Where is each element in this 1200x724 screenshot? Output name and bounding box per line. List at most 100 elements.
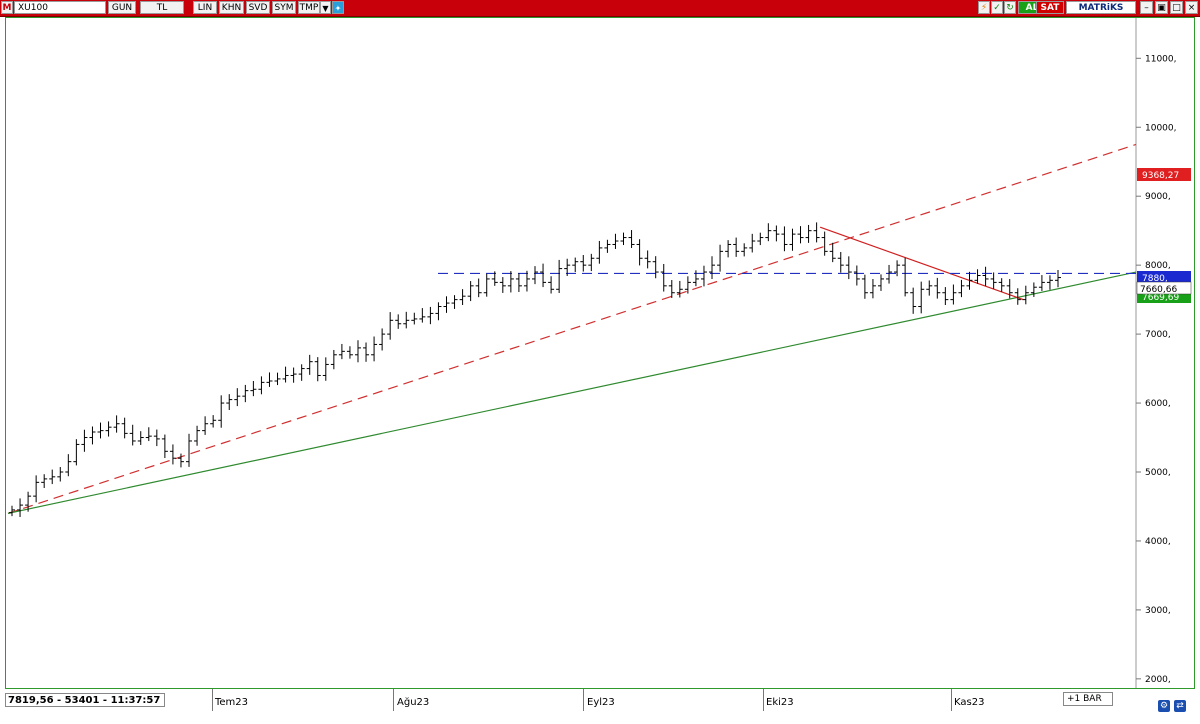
ohlc-bar [459, 289, 466, 306]
ohlc-bar [958, 279, 965, 298]
ohlc-bar [1030, 282, 1037, 297]
ohlc-bar [346, 346, 353, 359]
ohlc-bar [169, 444, 176, 465]
ohlc-bar [443, 296, 450, 313]
ohlc-bar [121, 417, 128, 439]
ohlc-bar [789, 228, 796, 251]
lightning-button[interactable]: ⚡ [978, 1, 990, 14]
x-tick-label: Ağu23 [397, 697, 430, 708]
ohlc-bar [89, 426, 96, 445]
ohlc-bar [194, 425, 201, 446]
price-tags: 9368,27 7669,69 7880, 7660,66 [1136, 168, 1192, 303]
ohlc-bar [934, 277, 941, 299]
twitter-button[interactable]: ✦ [332, 1, 344, 14]
x-tick-mark [951, 689, 952, 711]
ohlc-bar [258, 376, 265, 395]
tmp-button[interactable]: TMP [298, 1, 320, 14]
arrows-icon: ⇄ [1176, 701, 1184, 711]
ohlc-bar [363, 342, 370, 362]
refresh-button[interactable]: ↻ [1004, 1, 1016, 14]
dropdown-button[interactable]: ▼ [320, 1, 331, 14]
ohlc-bar [17, 498, 24, 518]
ohlc-bar [886, 264, 893, 284]
ohlc-bar [491, 271, 498, 286]
check-icon: ✓ [993, 3, 1001, 13]
ohlc-bar [644, 250, 651, 269]
ohlc-bar [1022, 285, 1029, 305]
ohlc-bar [564, 258, 571, 276]
ohlc-bar [499, 277, 506, 293]
period-selector[interactable]: GUN [108, 1, 136, 14]
ohlc-bar [202, 416, 209, 435]
ohlc-bar [338, 343, 345, 360]
close-button[interactable]: × [1185, 1, 1198, 14]
y-tick-label: 6000, [1145, 399, 1171, 409]
ohlc-bar [298, 364, 305, 381]
svd-button[interactable]: SVD [246, 1, 270, 14]
status-bar [0, 689, 1200, 724]
ohlc-bar [387, 312, 394, 340]
ohlc-bar [1038, 275, 1045, 291]
ohlc-bar [556, 259, 563, 294]
ohlc-bar [218, 395, 225, 428]
restore-button[interactable]: ▣ [1155, 1, 1168, 14]
check-button[interactable]: ✓ [991, 1, 1003, 14]
ohlc-bar [781, 226, 788, 252]
ohlc-bar [145, 427, 152, 442]
currency-selector[interactable]: TL [140, 1, 184, 14]
ohlc-bar [475, 278, 482, 298]
ohlc-bar [435, 302, 442, 321]
ohlc-bar [982, 266, 989, 287]
ohlc-bar [918, 281, 925, 314]
ohlc-bar [49, 469, 56, 485]
red-price-tag: 9368,27 [1142, 171, 1179, 181]
lightning-icon: ⚡ [980, 3, 988, 13]
ohlc-bar [1055, 269, 1061, 288]
trendlines [7, 143, 1137, 514]
ohlc-bar [65, 454, 72, 477]
white-price-tag-bg [1136, 281, 1192, 295]
ohlc-bar [797, 226, 804, 244]
ohlc-bar [805, 224, 812, 243]
ohlc-bar [177, 453, 184, 468]
ohlc-bar [1006, 279, 1013, 299]
y-tick-label: 4000, [1145, 537, 1171, 547]
ohlc-bar [186, 433, 193, 467]
ohlc-bar [153, 429, 160, 447]
ohlc-bar [330, 349, 337, 370]
ohlc-bar [910, 287, 917, 314]
ohlc-bar [773, 225, 780, 242]
white-price-tag: 7660,66 [1140, 285, 1177, 295]
khn-button[interactable]: KHN [219, 1, 244, 14]
logo-button[interactable]: M [1, 1, 13, 14]
sell-button[interactable]: SAT [1036, 1, 1064, 14]
symbol-input[interactable]: XU100 [14, 1, 106, 14]
ohlc-bar [950, 284, 957, 305]
minimize-button[interactable]: – [1140, 1, 1153, 14]
ohlc-bar [548, 276, 555, 294]
ohlc-bar [314, 357, 321, 382]
sym-button[interactable]: SYM [272, 1, 296, 14]
ohlc-bar [57, 467, 64, 482]
ohlc-bar [709, 256, 716, 280]
ohlc-bar [322, 357, 329, 381]
ohlc-bar [821, 231, 828, 256]
x-tick-mark [212, 689, 213, 711]
ohlc-bar [540, 263, 547, 288]
ohlc-bar [290, 367, 297, 383]
settings-button[interactable]: ⚙ [1158, 700, 1170, 712]
red-trendline [7, 143, 1137, 514]
ohlc-bar [73, 439, 80, 466]
ohlc-bar [612, 233, 619, 249]
ohlc-bar [733, 237, 740, 257]
scale-button[interactable]: LIN [193, 1, 217, 14]
ohlc-bar [853, 265, 860, 286]
x-tick-mark [583, 689, 584, 711]
ohlc-bar [974, 269, 981, 284]
scroll-button[interactable]: ⇄ [1174, 700, 1186, 712]
ohlc-bar [266, 372, 273, 387]
ohlc-bar [483, 273, 490, 297]
maximize-button[interactable]: □ [1170, 1, 1183, 14]
plus-bar-button[interactable]: +1 BAR [1063, 692, 1113, 706]
